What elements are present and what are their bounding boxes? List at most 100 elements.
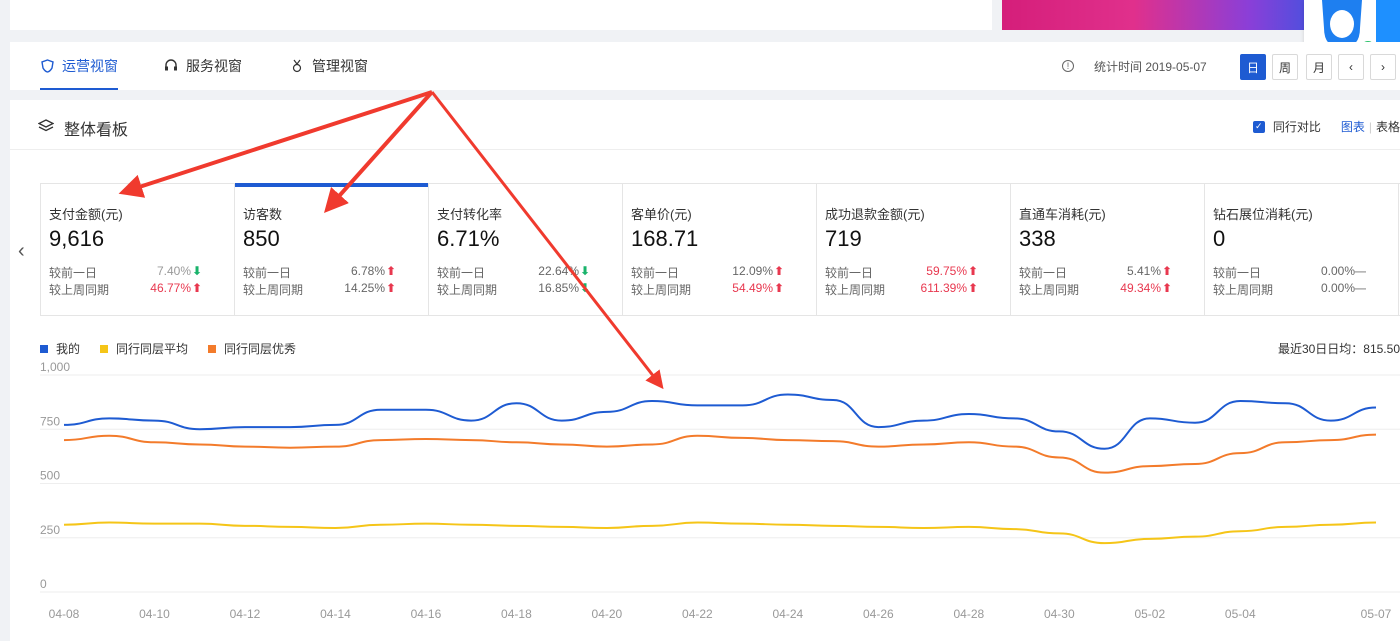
- view-nav-bar: 运营视窗 服务视窗 管理视窗 ! 统计时间 2019-05-07 日 周 月 ‹…: [10, 42, 1400, 90]
- tab-service[interactable]: 服务视窗: [164, 42, 242, 90]
- metric-card[interactable]: 钻石展位消耗(元) 0 较前一日 0.00% — 较上周同期 0.00% —: [1205, 184, 1399, 315]
- day-compare-value: 5.41%: [1126, 264, 1161, 278]
- tab-label: 运营视窗: [62, 58, 118, 74]
- info-icon[interactable]: !: [1062, 60, 1074, 72]
- overview-board: 整体看板 ✓ 同行对比 图表 | 表格 ‹ 支付金额(元) 9,616 较前一日 7.…: [10, 100, 1400, 641]
- series-line[interactable]: [63, 433, 1377, 474]
- legend-swatch: [40, 344, 48, 353]
- view-chart-link[interactable]: 图表: [1340, 120, 1365, 134]
- stat-time: ! 统计时间 2019-05-07: [1062, 42, 1207, 90]
- week-compare-value: 49.34%: [1120, 281, 1161, 295]
- day-compare-value: 12.09%: [732, 264, 773, 278]
- x-tick-label: 04-12: [230, 607, 261, 621]
- next-date-button[interactable]: ›: [1370, 54, 1396, 80]
- week-compare-label: 较上周同期: [1213, 283, 1274, 297]
- y-tick-label: 250: [40, 523, 60, 537]
- x-tick-label: 04-18: [501, 607, 532, 621]
- x-tick-label: 05-04: [1225, 607, 1256, 621]
- prev-date-button[interactable]: ‹: [1338, 54, 1364, 80]
- week-compare-value: 611.39%: [920, 281, 967, 295]
- stat-time-label: 统计时间 2019-05-07: [1094, 59, 1207, 74]
- arrow-up-icon: ⬆: [967, 281, 978, 295]
- day-compare-value: 6.78%: [350, 264, 385, 278]
- day-compare-label: 较前一日: [1213, 266, 1262, 280]
- x-tick-label: 04-10: [139, 607, 170, 621]
- arrow-up-icon: ⬆: [967, 264, 978, 278]
- layers-icon: [37, 118, 55, 139]
- day-compare-label: 较前一日: [825, 266, 874, 280]
- thirty-day-average: 最近30日日均：815.50: [1277, 342, 1400, 356]
- tab-label: 管理视窗: [312, 58, 368, 74]
- arrow-up-icon: ⬆: [773, 281, 784, 295]
- period-week-button[interactable]: 周: [1272, 54, 1298, 80]
- arrow-up-icon: ⬆: [385, 264, 396, 278]
- metric-value: 338: [1019, 226, 1056, 251]
- board-header: 整体看板 ✓ 同行对比 图表 | 表格: [10, 100, 1400, 150]
- chart-legend: 我的 同行同层平均 同行同层优秀: [40, 340, 316, 357]
- tab-operations[interactable]: 运营视窗: [40, 42, 118, 90]
- series-line[interactable]: [63, 521, 1377, 545]
- legend-label: 同行同层平均: [116, 342, 189, 356]
- x-tick-label: 04-14: [320, 607, 351, 621]
- view-table-link[interactable]: 表格: [1375, 120, 1400, 134]
- legend-swatch: [100, 344, 109, 353]
- compare-label: 同行对比: [1272, 120, 1321, 134]
- y-tick-label: 0: [40, 577, 47, 591]
- legend-item-peer-top[interactable]: 同行同层优秀: [208, 340, 296, 357]
- arrow-down-icon: ⬇: [191, 264, 202, 278]
- headset-icon: [164, 59, 178, 73]
- divider: |: [1368, 119, 1372, 134]
- metric-label: 支付金额(元): [49, 207, 123, 222]
- legend-swatch: [208, 344, 217, 353]
- x-tick-label: 04-16: [411, 607, 442, 621]
- board-controls: ✓ 同行对比 图表 | 表格: [1252, 118, 1400, 135]
- day-compare-value: 7.40%: [156, 264, 191, 278]
- metric-value: 9,616: [49, 226, 105, 251]
- carousel-prev-button[interactable]: ‹: [18, 240, 25, 262]
- series-line[interactable]: [63, 393, 1377, 450]
- week-compare-label: 较上周同期: [49, 283, 110, 297]
- metric-value: 719: [825, 226, 862, 251]
- day-compare-label: 较前一日: [243, 266, 292, 280]
- x-tick-label: 04-08: [49, 607, 80, 621]
- y-tick-label: 500: [40, 469, 60, 483]
- day-compare-value: 59.75%: [926, 264, 967, 278]
- period-month-button[interactable]: 月: [1306, 54, 1332, 80]
- y-tick-label: 1,000: [40, 360, 70, 374]
- metric-card[interactable]: 支付金额(元) 9,616 较前一日 7.40% ⬇ 较上周同期 46.77% ⬆: [41, 184, 235, 315]
- period-day-button[interactable]: 日: [1240, 54, 1266, 80]
- legend-label: 同行同层优秀: [224, 342, 297, 356]
- board-title: 整体看板: [37, 116, 129, 140]
- dash-icon: —: [1354, 281, 1366, 295]
- arrow-up-icon: ⬆: [773, 264, 784, 278]
- metric-card[interactable]: 成功退款金额(元) 719 较前一日 59.75% ⬆ 较上周同期 611.39% ⬆: [817, 184, 1011, 315]
- week-compare-value: 54.49%: [732, 281, 773, 295]
- x-tick-label: 04-20: [592, 607, 623, 621]
- x-tick-label: 04-28: [953, 607, 984, 621]
- board-title-text: 整体看板: [64, 122, 129, 139]
- x-tick-label: 05-07: [1361, 607, 1392, 621]
- shield-icon: [40, 59, 54, 73]
- metric-label: 成功退款金额(元): [825, 207, 925, 222]
- metric-card[interactable]: 直通车消耗(元) 338 较前一日 5.41% ⬆ 较上周同期 49.34% ⬆: [1011, 184, 1205, 315]
- x-tick-label: 05-02: [1134, 607, 1165, 621]
- medal-icon: [290, 59, 304, 73]
- x-tick-label: 04-24: [773, 607, 804, 621]
- arrow-up-icon: ⬆: [1161, 264, 1172, 278]
- legend-item-me[interactable]: 我的: [40, 340, 80, 357]
- legend-label: 我的: [56, 342, 81, 356]
- dash-icon: —: [1354, 264, 1366, 278]
- metric-label: 直通车消耗(元): [1019, 207, 1106, 222]
- arrow-up-icon: ⬆: [191, 281, 202, 295]
- week-compare-label: 较上周同期: [243, 283, 304, 297]
- promo-banner[interactable]: [1002, 0, 1332, 30]
- metric-label: 访客数: [243, 207, 283, 222]
- x-tick-label: 04-26: [863, 607, 894, 621]
- x-tick-label: 04-30: [1044, 607, 1075, 621]
- tab-management[interactable]: 管理视窗: [290, 42, 368, 90]
- week-compare-value: 0.00%: [1320, 281, 1355, 295]
- legend-item-peer-avg[interactable]: 同行同层平均: [100, 340, 188, 357]
- compare-checkbox[interactable]: ✓: [1252, 120, 1265, 133]
- metric-value: 850: [243, 226, 280, 251]
- metric-value: 0: [1213, 226, 1226, 251]
